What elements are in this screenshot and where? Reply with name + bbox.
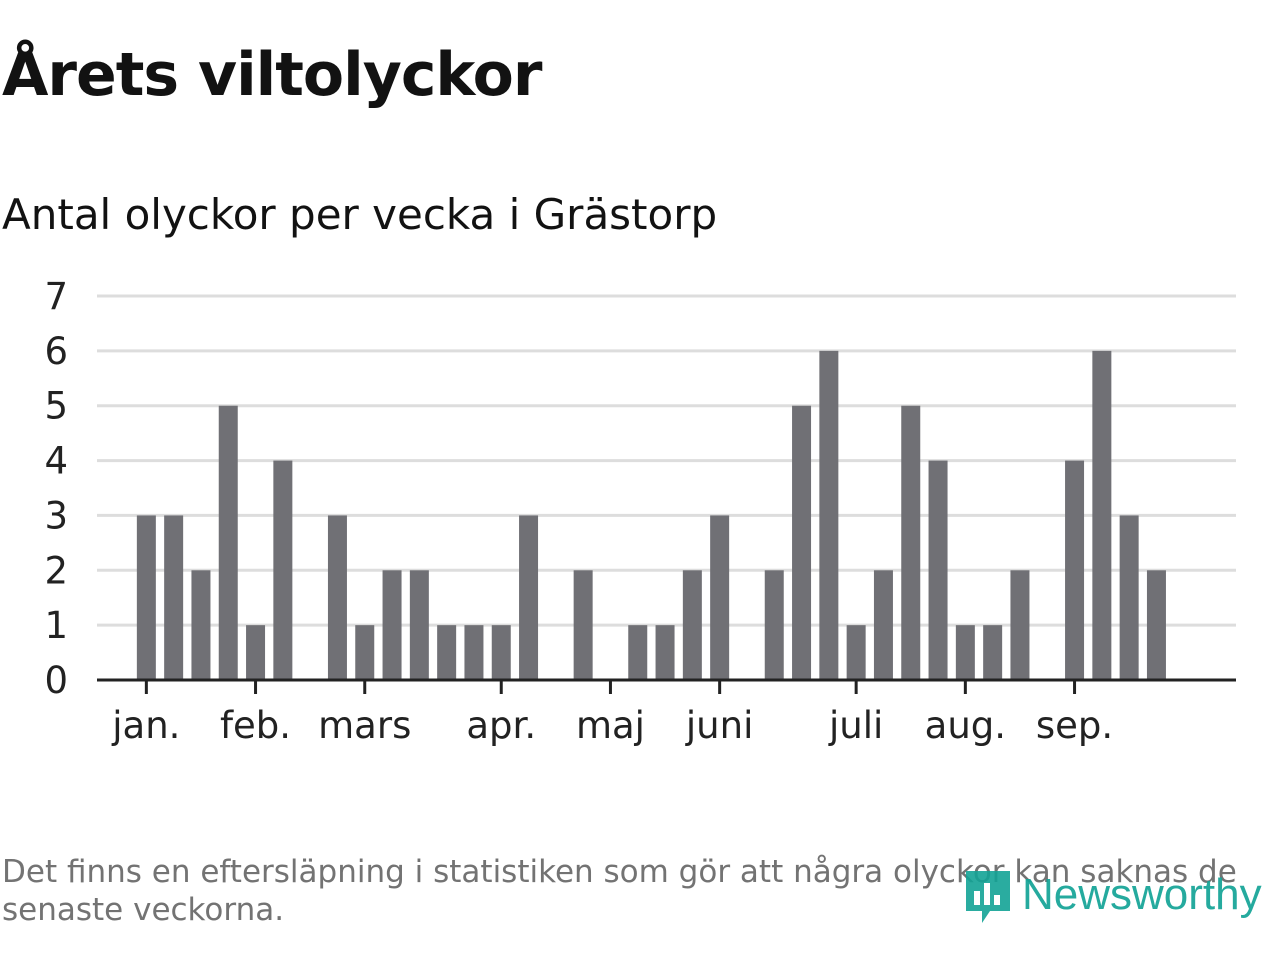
y-tick-label: 1 bbox=[44, 604, 68, 647]
bar bbox=[437, 625, 457, 680]
x-tick-label: maj bbox=[576, 704, 645, 747]
bar bbox=[273, 460, 293, 680]
bar bbox=[355, 625, 375, 680]
y-tick-label: 4 bbox=[44, 440, 68, 483]
brand-logo[interactable]: Newsworthy bbox=[962, 860, 1262, 930]
data-label: 2 bbox=[1173, 0, 1194, 8]
x-tick-label: aug. bbox=[925, 704, 1006, 747]
x-tick-label: apr. bbox=[466, 704, 536, 747]
bar bbox=[164, 515, 184, 680]
bar bbox=[655, 625, 675, 680]
bar bbox=[464, 625, 484, 680]
bar bbox=[846, 625, 866, 680]
bar bbox=[682, 570, 702, 680]
y-tick-label: 0 bbox=[44, 659, 68, 702]
bar bbox=[792, 405, 812, 680]
bar bbox=[1119, 515, 1139, 680]
bar bbox=[901, 405, 921, 680]
bar bbox=[1010, 570, 1030, 680]
x-tick-label: jan. bbox=[111, 704, 180, 747]
chart-title: Årets viltolyckor bbox=[2, 40, 542, 110]
bar bbox=[928, 460, 948, 680]
footnote: Det finns en eftersläpning i statistiken… bbox=[2, 854, 1237, 928]
bar bbox=[1065, 460, 1085, 680]
bar bbox=[191, 570, 211, 680]
x-tick-label: juli bbox=[828, 704, 883, 747]
newsworthy-logo-icon bbox=[966, 871, 1010, 923]
y-tick-label: 3 bbox=[44, 494, 68, 537]
bar bbox=[136, 515, 156, 680]
bar bbox=[955, 625, 975, 680]
y-tick-label: 2 bbox=[44, 549, 68, 592]
bar bbox=[218, 405, 238, 680]
y-tick-label: 7 bbox=[44, 275, 68, 318]
y-tick-label: 5 bbox=[44, 385, 68, 428]
bar bbox=[710, 515, 730, 680]
bar bbox=[873, 570, 893, 680]
chart-subtitle: Antal olyckor per vecka i Grästorp bbox=[2, 190, 718, 239]
x-tick-label: sep. bbox=[1036, 704, 1113, 747]
bar bbox=[491, 625, 511, 680]
bar bbox=[246, 625, 266, 680]
bar bbox=[983, 625, 1003, 680]
brand-name: Newsworthy bbox=[1022, 870, 1262, 919]
bar bbox=[1146, 570, 1166, 680]
x-tick-label: feb. bbox=[220, 704, 291, 747]
bar bbox=[409, 570, 429, 680]
x-tick-label: mars bbox=[318, 704, 411, 747]
bar bbox=[382, 570, 402, 680]
bar bbox=[519, 515, 539, 680]
bar bbox=[628, 625, 648, 680]
bar bbox=[327, 515, 347, 680]
bar bbox=[573, 570, 593, 680]
bar bbox=[1092, 350, 1112, 680]
bar bbox=[819, 350, 839, 680]
x-tick-label: juni bbox=[685, 704, 753, 747]
y-tick-label: 6 bbox=[44, 330, 68, 373]
bar bbox=[764, 570, 784, 680]
